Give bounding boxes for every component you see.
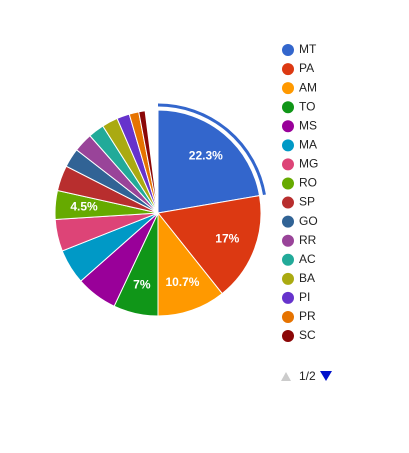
legend-marker — [282, 177, 294, 190]
legend-page: 1/2 — [299, 369, 316, 383]
legend-next-arrow[interactable] — [320, 371, 332, 381]
legend-marker — [282, 196, 294, 209]
slice-label: 7% — [133, 278, 151, 292]
slice-label: 17% — [215, 232, 239, 246]
pie-slice — [157, 211, 223, 317]
pie-slice — [157, 195, 262, 295]
legend-marker — [282, 120, 294, 133]
legend-label: MT — [299, 42, 317, 56]
legend-label: SC — [299, 328, 316, 342]
legend-marker — [282, 44, 294, 56]
legend-marker — [282, 139, 294, 152]
legend-marker — [282, 101, 294, 114]
legend-label: RR — [299, 233, 317, 247]
slice-label: 22.3% — [189, 148, 223, 162]
legend-prev-arrow[interactable] — [281, 372, 291, 381]
legend-label: AC — [299, 252, 316, 266]
legend-label: BA — [299, 271, 315, 285]
legend-label: PA — [299, 61, 314, 75]
legend-label: SP — [299, 195, 315, 209]
legend-marker — [282, 310, 294, 323]
pie-slice — [157, 109, 261, 214]
legend-label: MG — [299, 157, 318, 171]
legend-marker — [282, 215, 294, 228]
legend-label: MA — [299, 138, 317, 152]
legend-marker — [282, 291, 294, 304]
legend-marker — [282, 63, 294, 76]
legend-marker — [282, 253, 294, 266]
selection-ring — [157, 103, 266, 196]
legend-label: TO — [299, 99, 315, 113]
legend-label: GO — [299, 214, 318, 228]
slice-label: 10.7% — [165, 275, 199, 289]
pie-slice — [138, 110, 159, 214]
legend-marker — [282, 234, 294, 247]
legend-marker — [282, 272, 294, 285]
legend-label: AM — [299, 80, 317, 94]
legend-marker — [282, 158, 294, 171]
legend-label: MS — [299, 118, 317, 132]
legend-label: PI — [299, 290, 310, 304]
slice-label: 4.5% — [70, 199, 98, 213]
legend-marker — [282, 330, 294, 343]
legend-label: PR — [299, 309, 316, 323]
legend-label: RO — [299, 176, 317, 190]
legend-marker — [282, 82, 294, 95]
